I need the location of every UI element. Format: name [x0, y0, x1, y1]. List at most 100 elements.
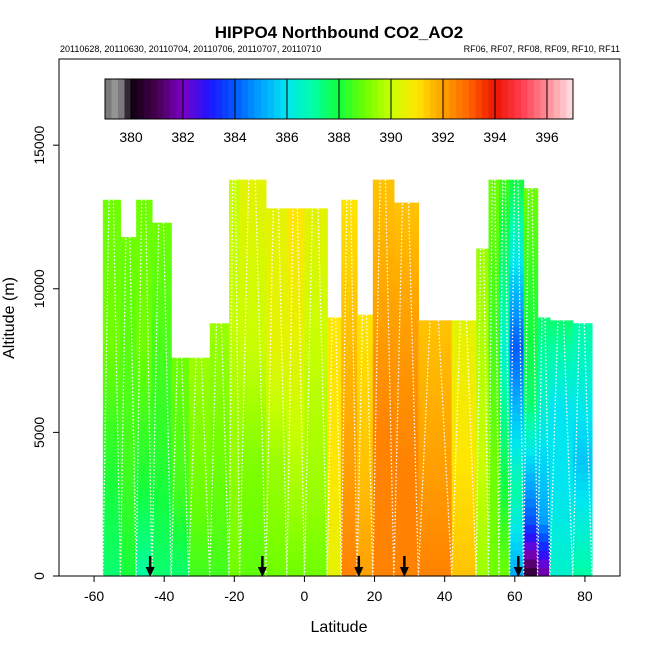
co2-cell — [239, 248, 267, 258]
co2-cell — [549, 403, 574, 413]
co2-cell — [265, 308, 288, 319]
co2-cell — [549, 550, 574, 560]
co2-cell — [523, 291, 539, 301]
co2-cell — [499, 463, 511, 474]
co2-cell — [327, 481, 342, 491]
co2-cell — [209, 541, 230, 551]
co2-cell — [499, 541, 511, 551]
co2-cell — [136, 326, 153, 336]
co2-cell — [188, 386, 211, 396]
co2-cell — [357, 314, 374, 319]
co2-cell — [120, 291, 137, 301]
co2-cell — [451, 360, 477, 370]
co2-cell — [120, 541, 137, 551]
co2-cell — [372, 541, 395, 551]
co2-cell — [476, 567, 490, 577]
co2-cell — [341, 343, 358, 353]
co2-cell — [286, 377, 306, 388]
co2-cell — [265, 455, 288, 465]
co2-cell — [327, 463, 342, 474]
co2-cell — [136, 489, 153, 500]
curtain-column — [188, 357, 211, 577]
co2-cell — [537, 334, 551, 344]
co2-cell — [523, 377, 539, 388]
colorbar-swatch — [235, 79, 242, 119]
co2-cell — [229, 369, 241, 379]
co2-cell — [509, 291, 525, 301]
colorbar-swatch — [514, 79, 522, 119]
co2-cell — [304, 550, 328, 560]
co2-cell — [239, 403, 267, 413]
co2-cell — [136, 550, 153, 560]
co2-cell — [499, 386, 511, 396]
co2-cell — [418, 498, 453, 508]
co2-cell — [151, 239, 172, 250]
colorbar-tick-label: 390 — [379, 129, 403, 145]
co2-cell — [265, 377, 288, 388]
co2-cell — [102, 231, 121, 241]
co2-cell — [188, 412, 211, 422]
co2-cell — [188, 446, 211, 456]
co2-cell — [265, 214, 288, 224]
co2-cell — [523, 274, 539, 284]
co2-cell — [418, 463, 453, 474]
co2-cell — [499, 179, 511, 189]
co2-cell — [151, 334, 172, 344]
co2-cell — [488, 369, 500, 379]
co2-cell — [304, 248, 328, 258]
co2-cell — [304, 214, 328, 224]
co2-cell — [265, 231, 288, 241]
co2-cell — [418, 369, 453, 379]
co2-cell — [327, 455, 342, 465]
co2-cell — [209, 334, 230, 344]
co2-cell — [229, 498, 241, 508]
co2-cell — [393, 265, 419, 276]
co2-cell — [171, 455, 190, 465]
co2-cell — [499, 420, 511, 431]
co2-cell — [451, 320, 477, 327]
co2-cell — [418, 481, 453, 491]
co2-cell — [372, 265, 395, 276]
curtain-column — [265, 208, 288, 577]
co2-cell — [120, 265, 137, 276]
co2-cell — [209, 395, 230, 405]
co2-cell — [286, 455, 306, 465]
colorbar-swatch — [326, 79, 333, 119]
co2-cell — [523, 403, 539, 413]
co2-cell — [229, 472, 241, 482]
co2-cell — [239, 395, 267, 405]
co2-cell — [304, 481, 328, 491]
co2-cell — [488, 438, 500, 448]
co2-cell — [209, 403, 230, 413]
co2-cell — [523, 343, 539, 353]
flight-track — [200, 357, 211, 577]
co2-cell — [476, 377, 490, 388]
co2-cell — [171, 489, 190, 500]
co2-cell — [357, 472, 374, 482]
co2-cell — [136, 463, 153, 474]
co2-cell — [265, 369, 288, 379]
co2-cell — [499, 524, 511, 534]
curtain-column — [238, 179, 267, 577]
co2-cell — [304, 532, 328, 543]
co2-cell — [341, 541, 358, 551]
co2-cell — [341, 481, 358, 491]
co2-cell — [393, 395, 419, 405]
co2-cell — [549, 412, 574, 422]
co2-cell — [286, 507, 306, 517]
co2-cell — [229, 291, 241, 301]
co2-cell — [372, 179, 395, 189]
co2-cell — [136, 524, 153, 534]
co2-cell — [136, 446, 153, 456]
co2-cell — [499, 360, 511, 370]
co2-cell — [171, 360, 190, 370]
co2-cell — [229, 558, 241, 568]
co2-cell — [239, 524, 267, 534]
co2-cell — [304, 208, 328, 215]
co2-cell — [488, 532, 500, 543]
co2-cell — [509, 550, 525, 560]
co2-cell — [393, 472, 419, 482]
co2-cell — [265, 343, 288, 353]
co2-cell — [572, 489, 593, 500]
co2-cell — [393, 334, 419, 344]
